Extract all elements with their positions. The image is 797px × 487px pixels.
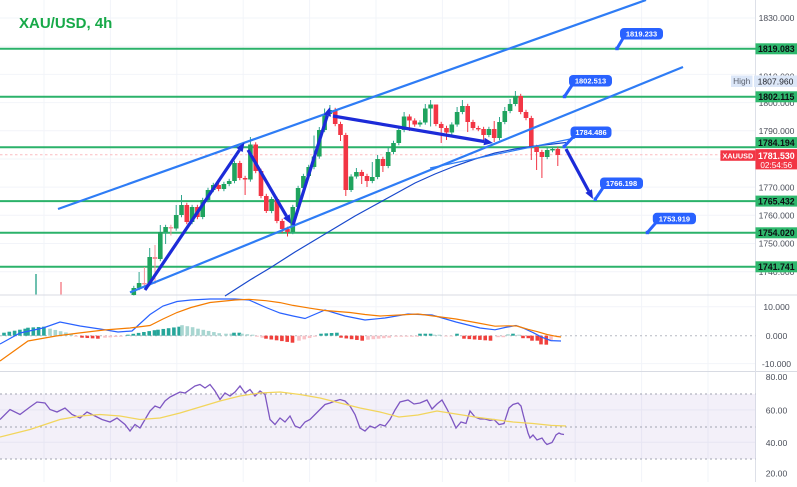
svg-text:1819.083: 1819.083 <box>758 44 795 54</box>
svg-text:1802.513: 1802.513 <box>575 77 606 86</box>
svg-text:XAU/USD, 4h: XAU/USD, 4h <box>19 15 112 32</box>
svg-text:02:54:56: 02:54:56 <box>760 161 792 170</box>
svg-text:1781.530: 1781.530 <box>758 151 795 161</box>
svg-text:High: High <box>733 76 751 86</box>
svg-text:1819.233: 1819.233 <box>626 30 657 39</box>
svg-text:1754.020: 1754.020 <box>758 228 795 238</box>
svg-text:-10.000: -10.000 <box>762 359 791 369</box>
svg-text:10.000: 10.000 <box>763 302 790 312</box>
svg-text:1784.194: 1784.194 <box>758 138 795 148</box>
svg-text:1770.000: 1770.000 <box>759 182 795 192</box>
svg-text:1750.000: 1750.000 <box>759 239 795 249</box>
svg-text:1753.919: 1753.919 <box>659 214 690 223</box>
svg-text:80.00: 80.00 <box>766 372 788 382</box>
svg-text:1760.000: 1760.000 <box>759 211 795 221</box>
svg-text:XAUUSD: XAUUSD <box>722 152 753 161</box>
svg-text:0.000: 0.000 <box>766 331 788 341</box>
svg-text:1784.486: 1784.486 <box>575 128 606 137</box>
svg-text:1790.000: 1790.000 <box>759 126 795 136</box>
svg-text:20.00: 20.00 <box>766 469 788 479</box>
svg-text:1766.198: 1766.198 <box>606 179 637 188</box>
svg-text:1807.960: 1807.960 <box>758 76 794 86</box>
svg-text:1830.000: 1830.000 <box>759 13 795 23</box>
svg-text:60.00: 60.00 <box>766 406 788 416</box>
svg-text:1802.115: 1802.115 <box>758 92 794 102</box>
svg-text:1765.432: 1765.432 <box>758 197 795 207</box>
svg-text:1741.741: 1741.741 <box>758 262 795 272</box>
svg-text:40.00: 40.00 <box>766 438 788 448</box>
